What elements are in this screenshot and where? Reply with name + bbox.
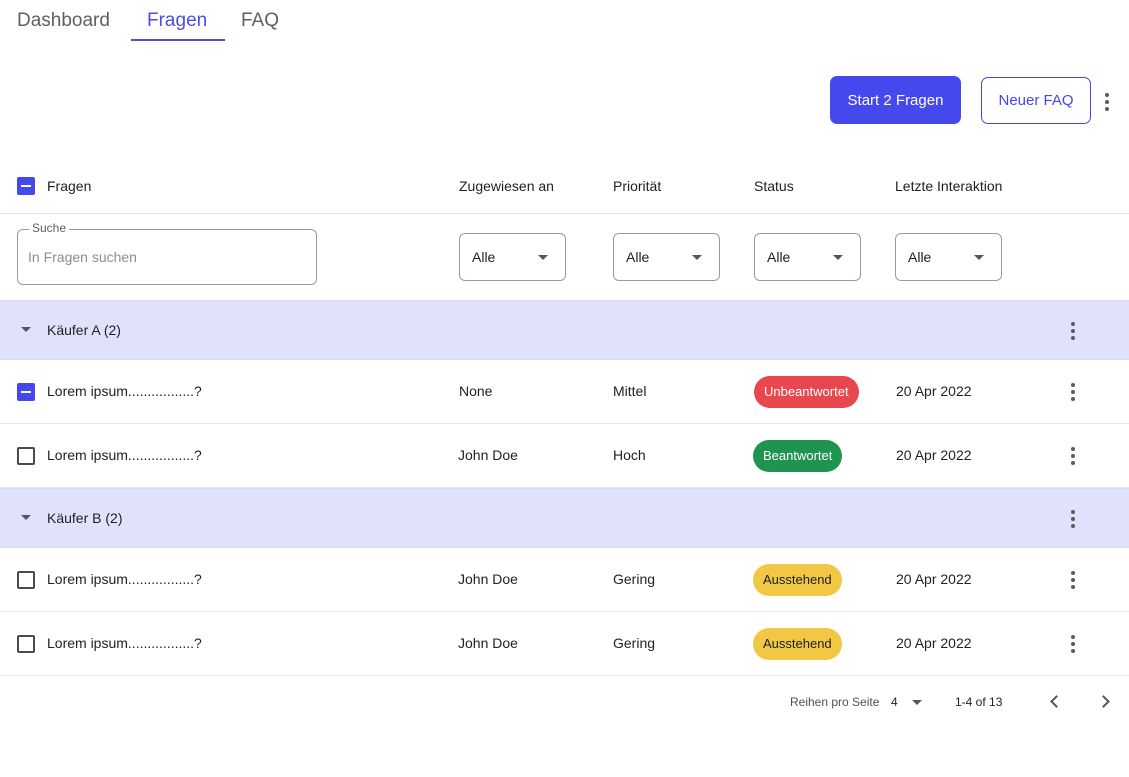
more-vert-icon[interactable]: [1063, 634, 1083, 654]
rows-per-page-select[interactable]: 4: [891, 695, 898, 709]
date-cell: 20 Apr 2022: [896, 571, 972, 587]
column-header-status[interactable]: Status: [754, 178, 794, 194]
more-vert-icon[interactable]: [1063, 321, 1083, 341]
filter-last-interaction-select[interactable]: Alle: [895, 233, 1002, 281]
table-row[interactable]: Lorem ipsum.................? John Doe G…: [0, 548, 1129, 612]
priority-cell: Hoch: [613, 447, 646, 463]
question-text: Lorem ipsum.................?: [47, 635, 202, 651]
new-faq-button[interactable]: Neuer FAQ: [981, 77, 1091, 124]
status-badge: Beantwortet: [753, 440, 843, 472]
start-questions-button[interactable]: Start 2 Fragen: [830, 76, 961, 124]
more-vert-icon[interactable]: [1097, 92, 1117, 112]
collapse-caret-icon[interactable]: [21, 327, 31, 332]
arrow-drop-down-icon: [833, 255, 843, 260]
group-row-kaeufer-b[interactable]: Käufer B (2): [0, 488, 1129, 548]
arrow-drop-down-icon: [538, 255, 548, 260]
tab-faq[interactable]: FAQ: [241, 10, 280, 31]
arrow-drop-down-icon: [974, 255, 984, 260]
filter-assigned-select[interactable]: Alle: [459, 233, 566, 281]
assigned-cell: John Doe: [458, 447, 518, 463]
tab-fragen[interactable]: Fragen: [147, 10, 208, 31]
arrow-drop-down-icon[interactable]: [912, 700, 922, 705]
chevron-right-icon[interactable]: [1098, 694, 1112, 708]
column-header-last-interaction[interactable]: Letzte Interaktion: [895, 178, 1003, 194]
rows-per-page-label: Reihen pro Seite: [790, 695, 880, 709]
date-cell: 20 Apr 2022: [896, 635, 972, 651]
date-cell: 20 Apr 2022: [896, 447, 972, 463]
tab-dashboard[interactable]: Dashboard: [17, 10, 110, 31]
row-checkbox[interactable]: [17, 635, 35, 653]
search-legend: Suche: [29, 221, 70, 235]
chevron-left-icon[interactable]: [1048, 694, 1062, 708]
priority-cell: Mittel: [613, 383, 647, 399]
date-cell: 20 Apr 2022: [896, 383, 972, 399]
more-vert-icon[interactable]: [1063, 446, 1083, 466]
active-tab-indicator: [131, 39, 225, 41]
table-header: Fragen Zugewiesen an Priorität Status Le…: [0, 162, 1129, 214]
priority-cell: Gering: [613, 571, 656, 587]
search-field: Suche: [17, 221, 317, 285]
column-header-question[interactable]: Fragen: [47, 178, 92, 194]
arrow-drop-down-icon: [692, 255, 702, 260]
table-row[interactable]: Lorem ipsum.................? John Doe G…: [0, 612, 1129, 676]
filter-last-interaction-value: Alle: [908, 249, 932, 265]
assigned-cell: None: [459, 383, 493, 399]
row-checkbox[interactable]: [17, 447, 35, 465]
question-text: Lorem ipsum.................?: [47, 571, 202, 587]
row-checkbox[interactable]: [17, 383, 35, 401]
more-vert-icon[interactable]: [1063, 509, 1083, 529]
filter-status-value: Alle: [767, 249, 791, 265]
tab-bar: Dashboard Fragen FAQ: [0, 0, 1129, 42]
filter-status-select[interactable]: Alle: [754, 233, 861, 281]
page-range: 1-4 of 13: [955, 695, 1003, 709]
filter-priority-value: Alle: [626, 249, 650, 265]
table-row[interactable]: Lorem ipsum.................? John Doe H…: [0, 424, 1129, 488]
status-badge: Unbeantwortet: [754, 376, 859, 408]
collapse-caret-icon[interactable]: [21, 515, 31, 520]
status-badge: Ausstehend: [753, 564, 842, 596]
group-label: Käufer A (2): [47, 322, 121, 338]
column-header-priority[interactable]: Priorität: [613, 178, 662, 194]
search-input[interactable]: [28, 246, 298, 268]
filter-priority-select[interactable]: Alle: [613, 233, 720, 281]
group-row-kaeufer-a[interactable]: Käufer A (2): [0, 300, 1129, 360]
more-vert-icon[interactable]: [1063, 570, 1083, 590]
select-all-checkbox[interactable]: [17, 177, 35, 195]
pagination: Reihen pro Seite 4 1-4 of 13: [0, 676, 1129, 728]
filter-assigned-value: Alle: [472, 249, 496, 265]
column-header-assigned[interactable]: Zugewiesen an: [459, 178, 554, 194]
question-text: Lorem ipsum.................?: [47, 383, 202, 399]
priority-cell: Gering: [613, 635, 656, 651]
group-label: Käufer B (2): [47, 510, 123, 526]
row-checkbox[interactable]: [17, 571, 35, 589]
more-vert-icon[interactable]: [1063, 382, 1083, 402]
assigned-cell: John Doe: [458, 635, 518, 651]
status-badge: Ausstehend: [753, 628, 842, 660]
table-row[interactable]: Lorem ipsum.................? None Mitte…: [0, 360, 1129, 424]
assigned-cell: John Doe: [458, 571, 518, 587]
question-text: Lorem ipsum.................?: [47, 447, 202, 463]
